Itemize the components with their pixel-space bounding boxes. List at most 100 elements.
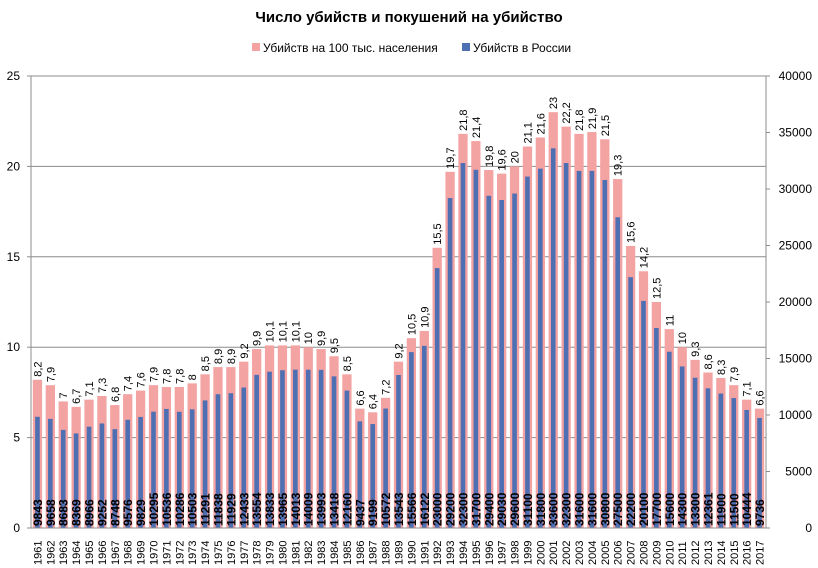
count-data-label: 32300 (456, 492, 470, 526)
rate-data-label: 9,9 (252, 331, 264, 346)
count-data-label: 29400 (482, 492, 496, 526)
rate-data-label: 15,5 (432, 223, 444, 244)
year-tick-label: 2003 (574, 541, 586, 565)
right-tick-label: 15000 (779, 352, 813, 366)
count-bar (241, 387, 247, 528)
year-tick-label: 1971 (161, 541, 173, 565)
rate-data-label: 21,6 (535, 113, 547, 134)
year-tick-label: 1994 (458, 541, 470, 565)
count-bar (615, 217, 621, 528)
right-tick-label: 5000 (785, 465, 812, 479)
left-tick-label: 10 (7, 340, 21, 354)
count-bar (718, 393, 724, 528)
rate-data-label: 21,8 (458, 109, 470, 130)
count-bar (486, 195, 492, 528)
year-tick-label: 2006 (613, 541, 625, 565)
count-data-label: 14013 (289, 492, 303, 526)
year-tick-label: 2009 (651, 541, 663, 565)
count-data-label: 13418 (328, 492, 342, 526)
rate-data-label: 19,3 (613, 155, 625, 176)
count-data-label: 13300 (689, 492, 703, 526)
count-bar (421, 345, 427, 528)
rate-data-label: 9,5 (329, 338, 341, 353)
count-data-label: 17700 (650, 492, 664, 526)
rate-data-label: 23 (548, 97, 560, 109)
count-data-labels: 9843965886838369896692528748957698291029… (31, 492, 767, 526)
count-bar (305, 369, 311, 528)
count-bar (692, 377, 698, 528)
rate-data-label: 7,9 (729, 367, 741, 382)
rate-data-label: 12,5 (651, 278, 663, 299)
rate-data-label: 8,6 (703, 354, 715, 369)
rate-data-label: 7 (58, 392, 70, 398)
count-data-label: 9843 (31, 499, 45, 526)
rate-data-label: 19,6 (497, 149, 509, 170)
count-bar (473, 169, 479, 529)
count-bar (331, 376, 337, 528)
right-axis-ticks: 0 5000 10000 15000 20000 25000 30000 35000 40000 (766, 69, 812, 535)
year-tick-label: 1991 (419, 541, 431, 565)
year-tick-label: 1976 (226, 541, 238, 565)
rate-data-label: 21,4 (471, 117, 483, 138)
count-data-label: 30800 (598, 492, 612, 526)
left-tick-label: 25 (7, 69, 21, 83)
year-tick-label: 1987 (368, 541, 380, 565)
rate-data-label: 8,2 (32, 361, 44, 376)
count-bar (538, 168, 543, 528)
year-tick-label: 1980 (277, 541, 289, 565)
rate-data-label: 8,3 (716, 360, 728, 375)
right-tick-label: 25000 (779, 239, 813, 253)
year-tick-label: 2016 (742, 541, 754, 565)
count-data-label: 13543 (392, 492, 406, 526)
year-tick-label: 1965 (84, 541, 96, 565)
left-tick-label: 5 (13, 431, 20, 445)
count-data-label: 31600 (573, 492, 587, 526)
count-data-label: 9199 (366, 499, 380, 526)
right-tick-label: 20000 (779, 295, 813, 309)
legend-swatch-rate (252, 43, 260, 51)
count-bar (138, 416, 143, 528)
count-data-label: 8748 (108, 499, 122, 526)
rate-data-label: 9,2 (394, 343, 406, 358)
rate-data-label: 10,5 (406, 314, 418, 335)
count-bar (370, 424, 376, 528)
rate-data-label: 6,7 (71, 389, 83, 404)
count-bar (189, 409, 195, 528)
count-data-label: 14300 (676, 492, 690, 526)
year-tick-label: 2014 (716, 541, 728, 565)
rate-data-label: 19,8 (484, 146, 496, 167)
count-data-label: 27500 (611, 492, 625, 526)
year-tick-label: 1984 (329, 541, 341, 565)
count-bar (176, 411, 182, 528)
count-bar (60, 429, 66, 528)
count-data-label: 13554 (250, 492, 264, 526)
rate-data-label: 7,2 (381, 380, 393, 395)
year-tick-label: 2012 (690, 541, 702, 565)
count-bar (35, 416, 40, 528)
legend-label-rate: Убийств на 100 тыс. населения (263, 41, 438, 55)
rate-data-label: 15,6 (626, 222, 638, 243)
left-tick-label: 0 (13, 521, 20, 535)
count-data-label: 9576 (121, 499, 135, 526)
year-tick-label: 1974 (200, 541, 212, 565)
count-bar (125, 419, 131, 528)
right-tick-label: 30000 (779, 182, 813, 196)
x-axis-year-labels: 1961 1962 1963 1964 1965 1966 1967 1968 1969 1970… (32, 541, 766, 565)
count-bar (460, 163, 466, 528)
year-tick-label: 2013 (703, 541, 715, 565)
year-tick-label: 1964 (71, 541, 83, 565)
count-bar (666, 351, 672, 528)
count-bar (512, 193, 517, 528)
year-tick-label: 2001 (548, 541, 560, 565)
year-tick-label: 1972 (174, 541, 186, 565)
count-data-label: 10536 (160, 492, 174, 526)
year-tick-label: 2004 (587, 541, 599, 565)
count-bar (48, 418, 53, 528)
year-tick-label: 1988 (381, 541, 393, 565)
count-data-label: 29030 (495, 492, 509, 526)
rate-data-label: 20 (510, 151, 522, 163)
rate-data-label: 8,9 (226, 349, 238, 364)
year-tick-label: 1999 (522, 541, 534, 565)
count-data-label: 13993 (315, 492, 329, 526)
year-tick-label: 1995 (471, 541, 483, 565)
